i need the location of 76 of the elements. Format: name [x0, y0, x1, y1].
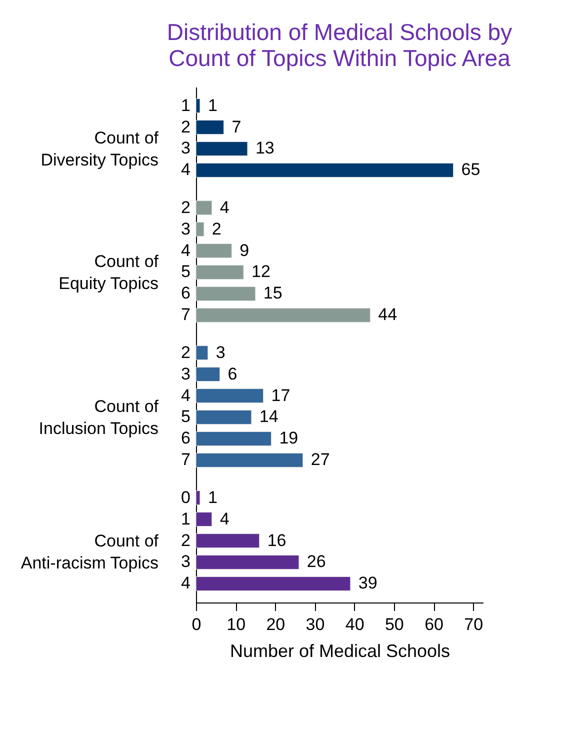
bar: [196, 490, 200, 506]
bar: [196, 388, 264, 403]
bar: [196, 162, 454, 178]
data-label: 65: [461, 160, 480, 180]
data-label: 13: [255, 138, 274, 158]
y-tick-label: 4: [181, 240, 190, 260]
y-tick-label: 6: [181, 284, 190, 303]
data-label: 6: [228, 364, 238, 384]
y-tick-label: 6: [181, 428, 190, 448]
x-tick-label: 70: [464, 615, 484, 634]
bar: [196, 452, 304, 468]
y-axis-title: Count of Equity Topics: [58, 252, 159, 293]
data-label: 4: [220, 509, 230, 528]
x-tick-label: 50: [384, 615, 404, 634]
bar: [196, 200, 212, 216]
x-axis-title: Number of Medical Schools: [230, 641, 450, 661]
data-label: 2: [212, 219, 222, 238]
data-label: 27: [310, 450, 330, 470]
y-axis-title: Count of Diversity Topics: [40, 128, 159, 170]
bar: [196, 410, 252, 424]
data-label: 9: [240, 240, 250, 260]
data-label: 1: [208, 488, 218, 507]
data-label: 39: [358, 574, 378, 593]
y-tick-label: 2: [181, 198, 190, 217]
bar: [196, 576, 351, 591]
data-label: 1: [208, 96, 218, 115]
data-label: 44: [378, 305, 398, 324]
y-tick-label: 4: [181, 386, 190, 405]
y-axis-title: Count of Anti-racism Topics: [20, 531, 159, 572]
bar: [196, 286, 256, 301]
y-tick-label: 4: [181, 160, 190, 180]
x-tick-label: 10: [226, 615, 246, 634]
y-tick-label: 1: [181, 509, 190, 528]
data-label: 17: [271, 386, 290, 405]
bar: [196, 367, 220, 382]
bar: [196, 512, 212, 526]
y-tick-label: 2: [181, 117, 190, 136]
bar: [196, 98, 200, 114]
y-tick-label: 4: [181, 574, 190, 593]
data-label: 7: [232, 117, 242, 136]
data-label: 12: [252, 262, 270, 282]
x-tick-label: 60: [424, 615, 444, 634]
bar: [196, 222, 204, 237]
y-axis-title: Count of Inclusion Topics: [38, 397, 159, 438]
y-tick-label: 5: [181, 262, 190, 282]
y-tick-label: 3: [181, 219, 190, 238]
bar: [196, 120, 224, 134]
bar: [196, 244, 232, 258]
bar: [196, 534, 260, 548]
data-label: 19: [279, 428, 298, 448]
y-tick-label: 3: [181, 138, 190, 158]
bar: [196, 431, 272, 446]
data-label: 15: [263, 284, 282, 303]
y-tick-label: 7: [181, 450, 190, 470]
data-label: 14: [259, 407, 278, 426]
y-tick-label: 7: [181, 305, 190, 324]
y-tick-label: 0: [181, 488, 190, 507]
data-label: 4: [220, 198, 230, 217]
y-tick-label: 2: [181, 342, 190, 362]
data-label: 16: [267, 530, 286, 550]
bar: [196, 142, 248, 156]
x-tick-label: 20: [266, 615, 286, 634]
bar: [196, 265, 244, 280]
x-tick-label: 30: [306, 615, 325, 634]
x-tick-label: 40: [345, 615, 364, 634]
bar: [196, 555, 300, 570]
data-label: 3: [216, 342, 226, 362]
y-tick-label: 2: [181, 530, 190, 550]
y-tick-label: 5: [181, 407, 190, 426]
data-label: 26: [306, 552, 326, 572]
bar: [196, 308, 370, 322]
chart-title: Distribution of Medical Schools by Count of Topics Within Topic Area: [166, 19, 513, 71]
y-tick-label: 1: [181, 96, 190, 115]
bar: [196, 346, 208, 360]
y-tick-label: 3: [181, 552, 190, 572]
y-tick-label: 3: [181, 364, 190, 384]
